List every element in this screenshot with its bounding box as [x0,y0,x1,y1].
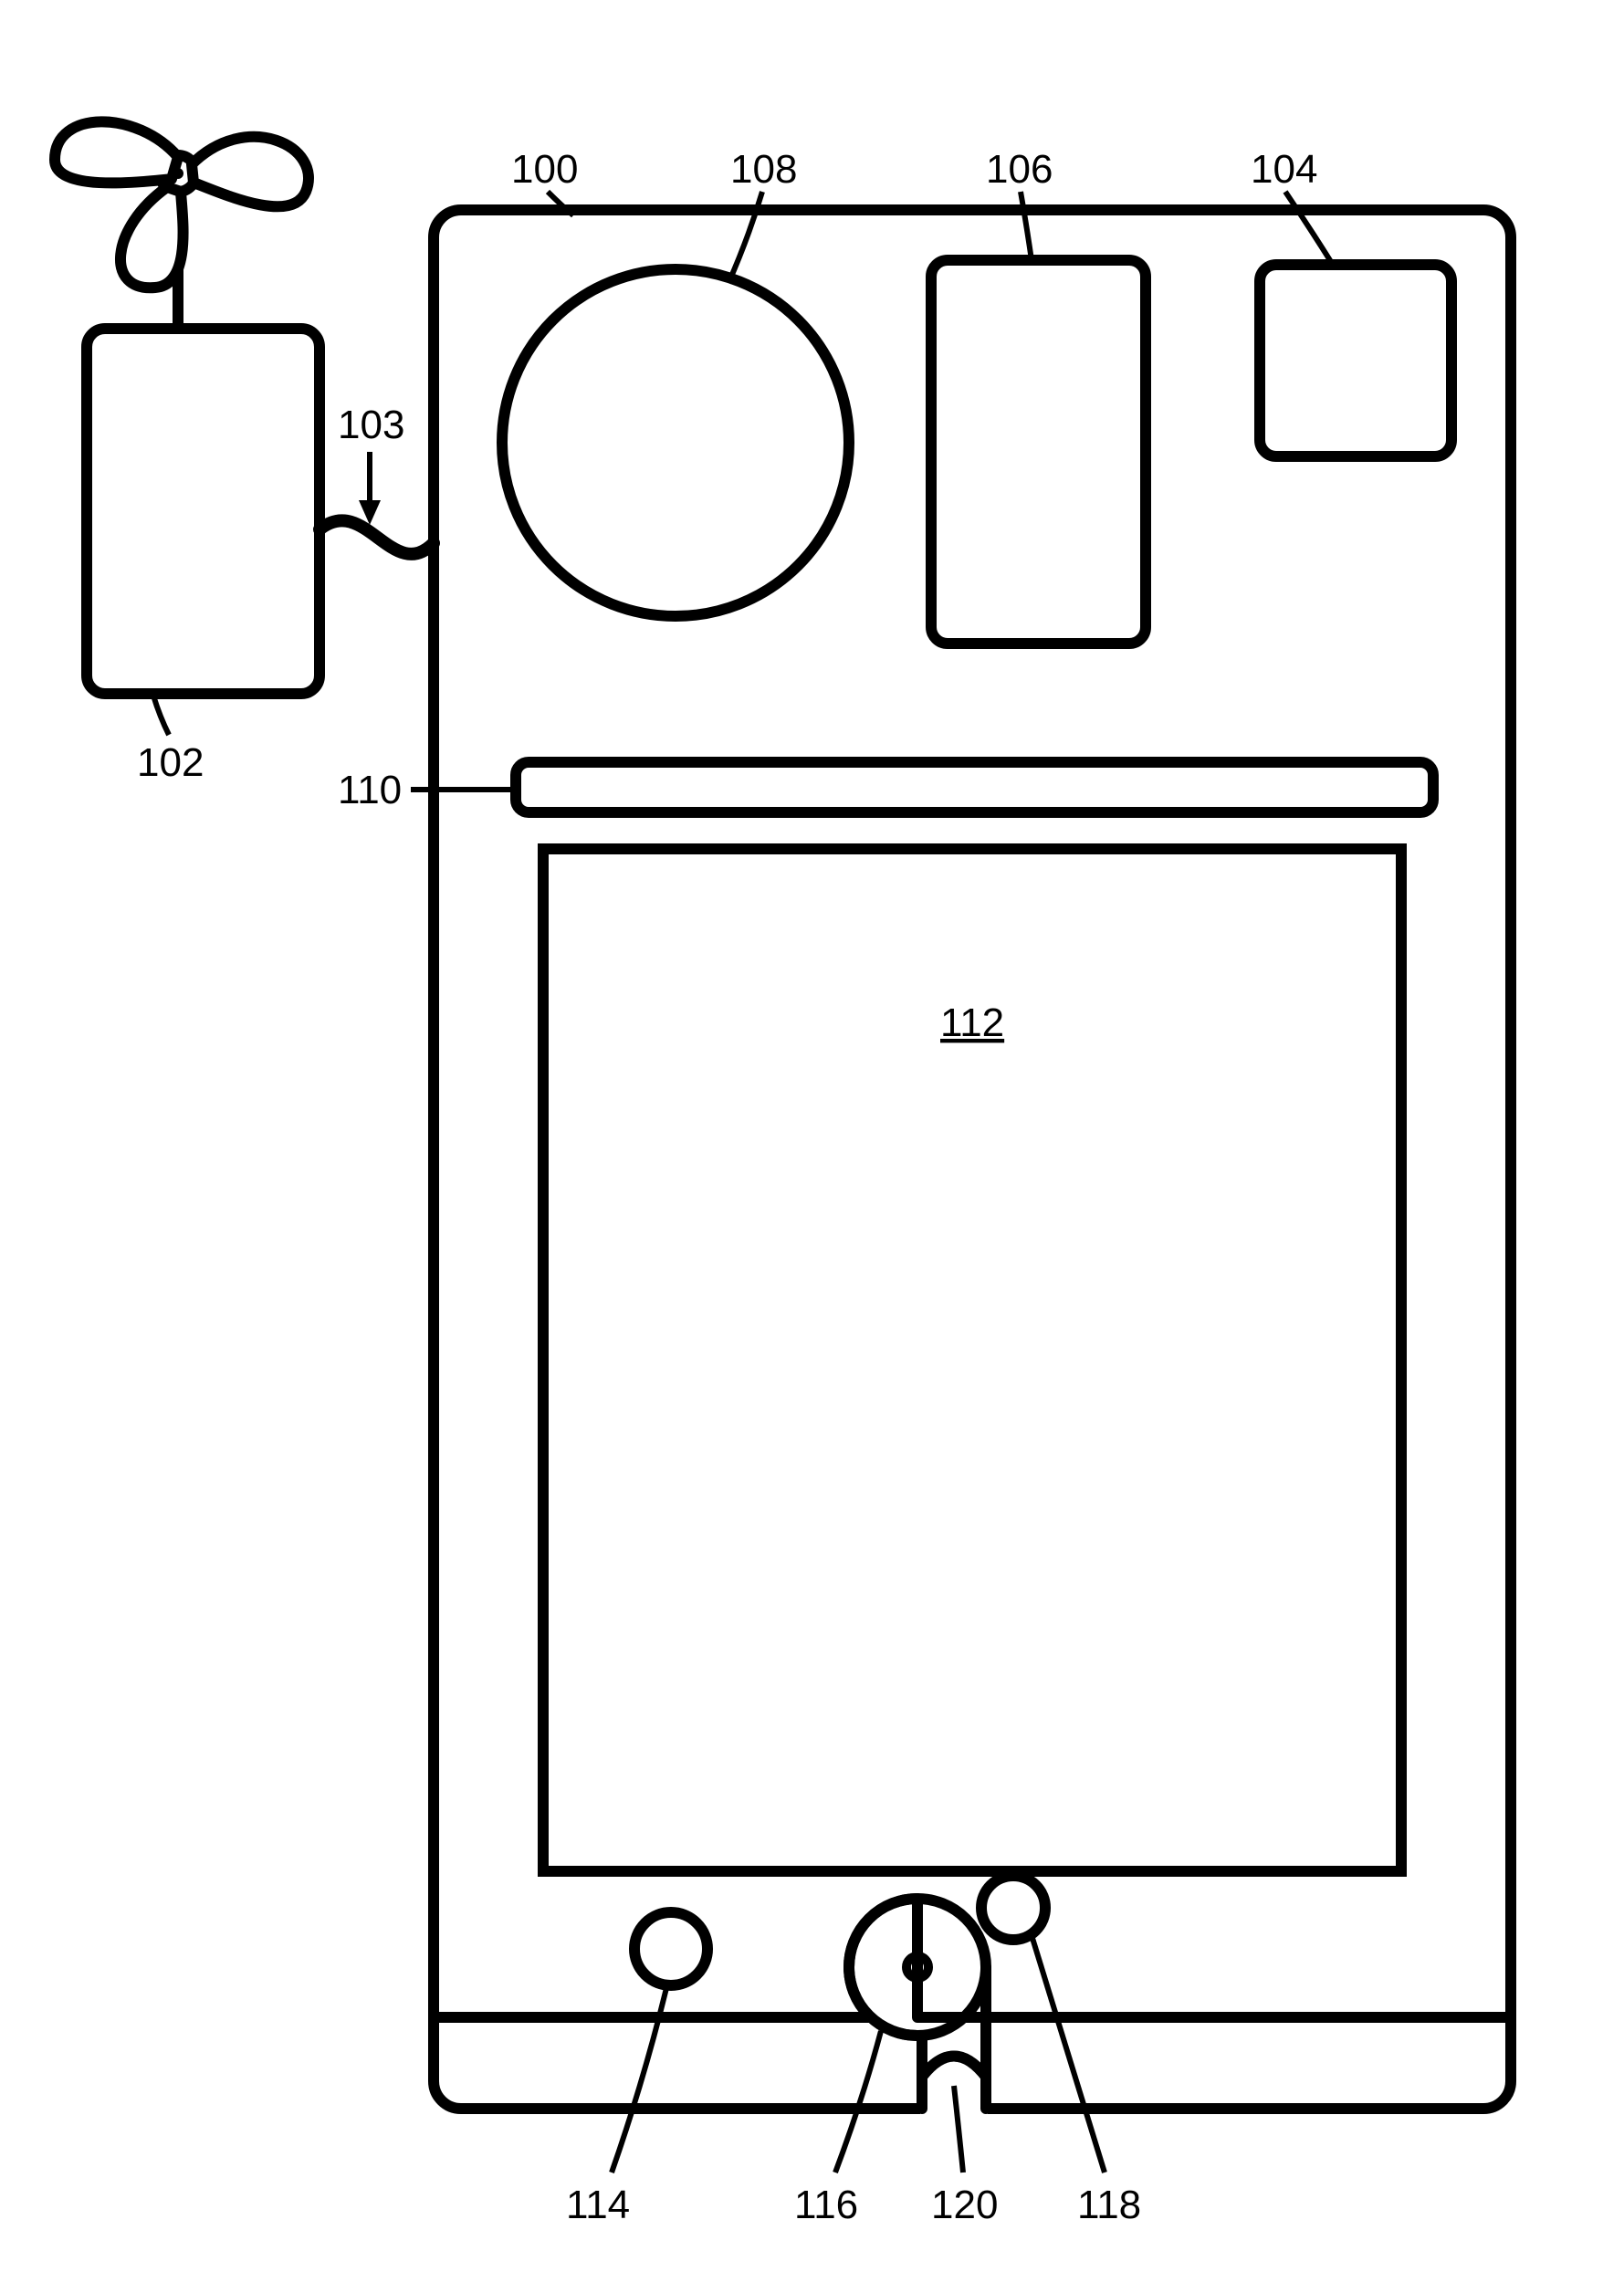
component-114 [634,1912,707,1985]
label-100: 100 [511,147,578,192]
component-110 [516,762,1433,812]
label-106: 106 [986,147,1053,192]
label-102: 102 [137,740,204,785]
label-120: 120 [931,2183,998,2227]
label-108: 108 [730,147,797,192]
label-104: 104 [1251,147,1317,192]
label-114: 114 [566,2183,630,2227]
leader-103 [359,452,381,525]
leader-118 [1032,1935,1105,2173]
leader-106 [1021,192,1032,260]
leader-104 [1285,192,1333,265]
component-106 [931,260,1146,644]
leader-102 [153,696,169,735]
external-unit-102 [87,329,320,694]
component-108 [502,269,849,616]
patent-figure: 100 108 106 104 103 102 110 112 114 116 … [0,0,1624,2272]
label-116: 116 [794,2183,858,2227]
component-116 [849,1899,986,2036]
label-103: 103 [338,403,404,447]
connector-103 [320,520,434,554]
label-118: 118 [1077,2183,1141,2227]
fan-icon [55,121,309,329]
label-110: 110 [338,768,402,812]
component-104 [1260,265,1451,456]
leader-120 [954,2086,963,2173]
label-112: 112 [940,1000,1004,1045]
component-118 [981,1876,1045,1940]
leader-116 [835,2031,881,2173]
main-enclosure [434,210,1511,2109]
